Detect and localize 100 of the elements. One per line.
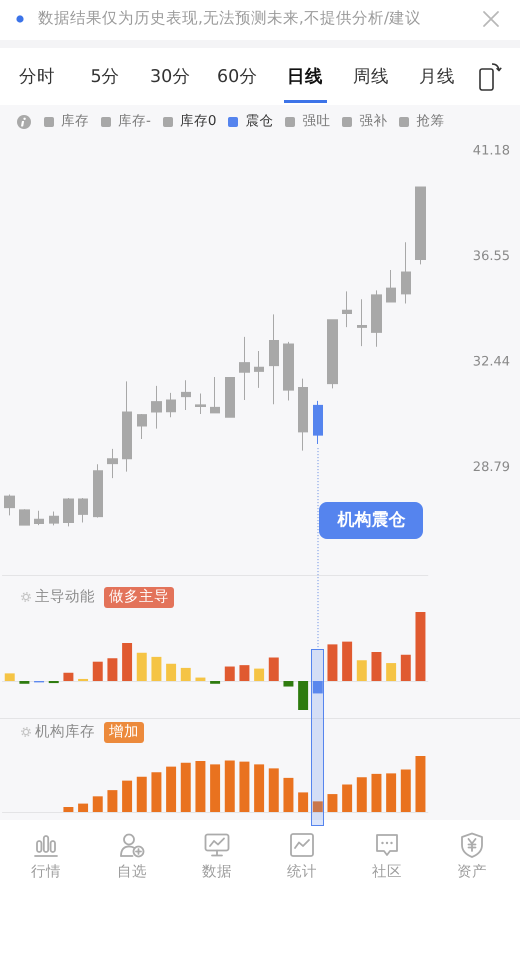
- candlestick: [313, 400, 323, 445]
- bar: [312, 801, 323, 812]
- chart-subtitle: 做多主导: [104, 587, 174, 608]
- text: 自选: [117, 864, 147, 880]
- bar: [415, 756, 426, 812]
- bar: [400, 769, 411, 812]
- text: 数据结果仅为历史表现,无法预测未来,不提供分析/建议: [38, 9, 422, 27]
- bar: [342, 642, 352, 682]
- text: 库存-: [118, 113, 151, 130]
- bar: [151, 772, 162, 812]
- bar: [63, 806, 74, 812]
- text: 月线: [419, 67, 455, 87]
- text: 强补: [359, 113, 388, 130]
- bar: [224, 760, 235, 812]
- bar: [283, 681, 294, 687]
- candlestick: [181, 380, 191, 410]
- bar: [254, 668, 264, 682]
- bar: [298, 681, 308, 710]
- bar: [166, 766, 176, 812]
- candlestick: [19, 508, 30, 526]
- bar: [180, 668, 191, 682]
- y-tick-label: 32.44: [472, 354, 510, 370]
- text: 社区: [372, 864, 402, 880]
- candlestick: [342, 290, 352, 328]
- bar: [356, 777, 367, 812]
- bar: [107, 790, 118, 812]
- chart-title: 主导动能: [35, 588, 95, 604]
- candlestick: [34, 510, 44, 526]
- y-tick-label: 41.18: [472, 144, 510, 159]
- candlestick: [269, 314, 279, 405]
- bar: [327, 644, 338, 682]
- text: 60分: [217, 67, 258, 87]
- bar: [78, 678, 88, 682]
- text: 分时: [19, 67, 55, 87]
- bar: [195, 678, 206, 682]
- candlestick: [254, 350, 264, 388]
- candlestick: [63, 497, 74, 527]
- candlestick: [386, 270, 396, 303]
- y-tick-label: 36.55: [472, 249, 510, 264]
- bar: [268, 768, 279, 812]
- bar: [298, 792, 308, 812]
- text: 周线: [353, 67, 389, 87]
- text: 数据: [202, 864, 232, 880]
- bar: [63, 672, 74, 682]
- candlestick: [166, 392, 176, 418]
- bar: [312, 681, 323, 694]
- text: 30分: [150, 67, 190, 87]
- candlestick: [283, 341, 294, 402]
- text: 强吐: [302, 113, 330, 130]
- bar: [122, 643, 132, 682]
- candlestick: [93, 464, 103, 518]
- candlestick: [415, 186, 426, 265]
- bar: [371, 652, 382, 682]
- bar: [166, 664, 176, 682]
- candlestick: [371, 290, 382, 348]
- candlestick: [4, 494, 15, 516]
- bar: [386, 663, 396, 682]
- chart-title: 机构库存: [35, 724, 95, 740]
- text: 库存: [61, 113, 89, 130]
- text: 统计: [287, 864, 317, 880]
- y-tick-label: 28.79: [472, 460, 510, 476]
- text: 5分: [90, 67, 120, 87]
- bar: [283, 778, 294, 812]
- text: 资产: [457, 864, 487, 880]
- bar: [136, 776, 147, 812]
- text: 抢筹: [416, 113, 444, 130]
- text: 库存0: [180, 113, 216, 130]
- bar: [224, 666, 235, 682]
- bar: [122, 780, 132, 812]
- candlestick: [107, 448, 118, 479]
- bar: [136, 652, 147, 682]
- candlestick: [327, 319, 338, 389]
- candlestick: [298, 378, 308, 452]
- bar: [107, 658, 118, 682]
- bar: [78, 804, 88, 812]
- bar: [19, 681, 30, 684]
- bar: [342, 784, 352, 812]
- text: 行情: [31, 864, 61, 880]
- candlestick: [401, 242, 411, 304]
- annotation: 机构震仓: [319, 502, 424, 540]
- candlestick: [137, 414, 147, 440]
- bar: [386, 773, 396, 812]
- candlestick: [210, 376, 220, 414]
- bar: [92, 662, 103, 682]
- chart-subtitle: 增加: [104, 722, 144, 742]
- bar: [239, 665, 250, 682]
- text: 日线: [287, 67, 323, 87]
- bar: [356, 660, 367, 682]
- bar: [327, 794, 338, 812]
- bar: [254, 764, 264, 812]
- bar: [415, 612, 426, 682]
- bar: [210, 681, 220, 684]
- bar: [151, 656, 162, 682]
- candlestick: [122, 380, 132, 472]
- bar: [239, 762, 250, 812]
- bar: [268, 658, 279, 682]
- candlestick: [239, 336, 250, 400]
- bar: [4, 673, 15, 682]
- candlestick: [49, 510, 59, 526]
- candlestick: [225, 376, 235, 418]
